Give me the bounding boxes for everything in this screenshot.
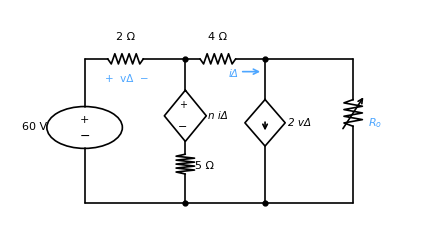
Text: −: − xyxy=(80,130,90,143)
Text: 5 Ω: 5 Ω xyxy=(195,161,213,171)
Text: 4 Ω: 4 Ω xyxy=(208,32,228,42)
Text: $R_o$: $R_o$ xyxy=(368,116,382,130)
Text: +: + xyxy=(179,100,187,110)
Text: 2 Ω: 2 Ω xyxy=(116,32,135,42)
Text: 2 vΔ: 2 vΔ xyxy=(288,118,311,128)
Text: +  vΔ  −: + vΔ − xyxy=(105,74,148,84)
Text: 60 V: 60 V xyxy=(22,122,47,132)
Text: iΔ: iΔ xyxy=(229,69,239,79)
Text: −: − xyxy=(178,122,187,132)
Text: +: + xyxy=(80,114,89,124)
Text: n iΔ: n iΔ xyxy=(208,111,228,121)
